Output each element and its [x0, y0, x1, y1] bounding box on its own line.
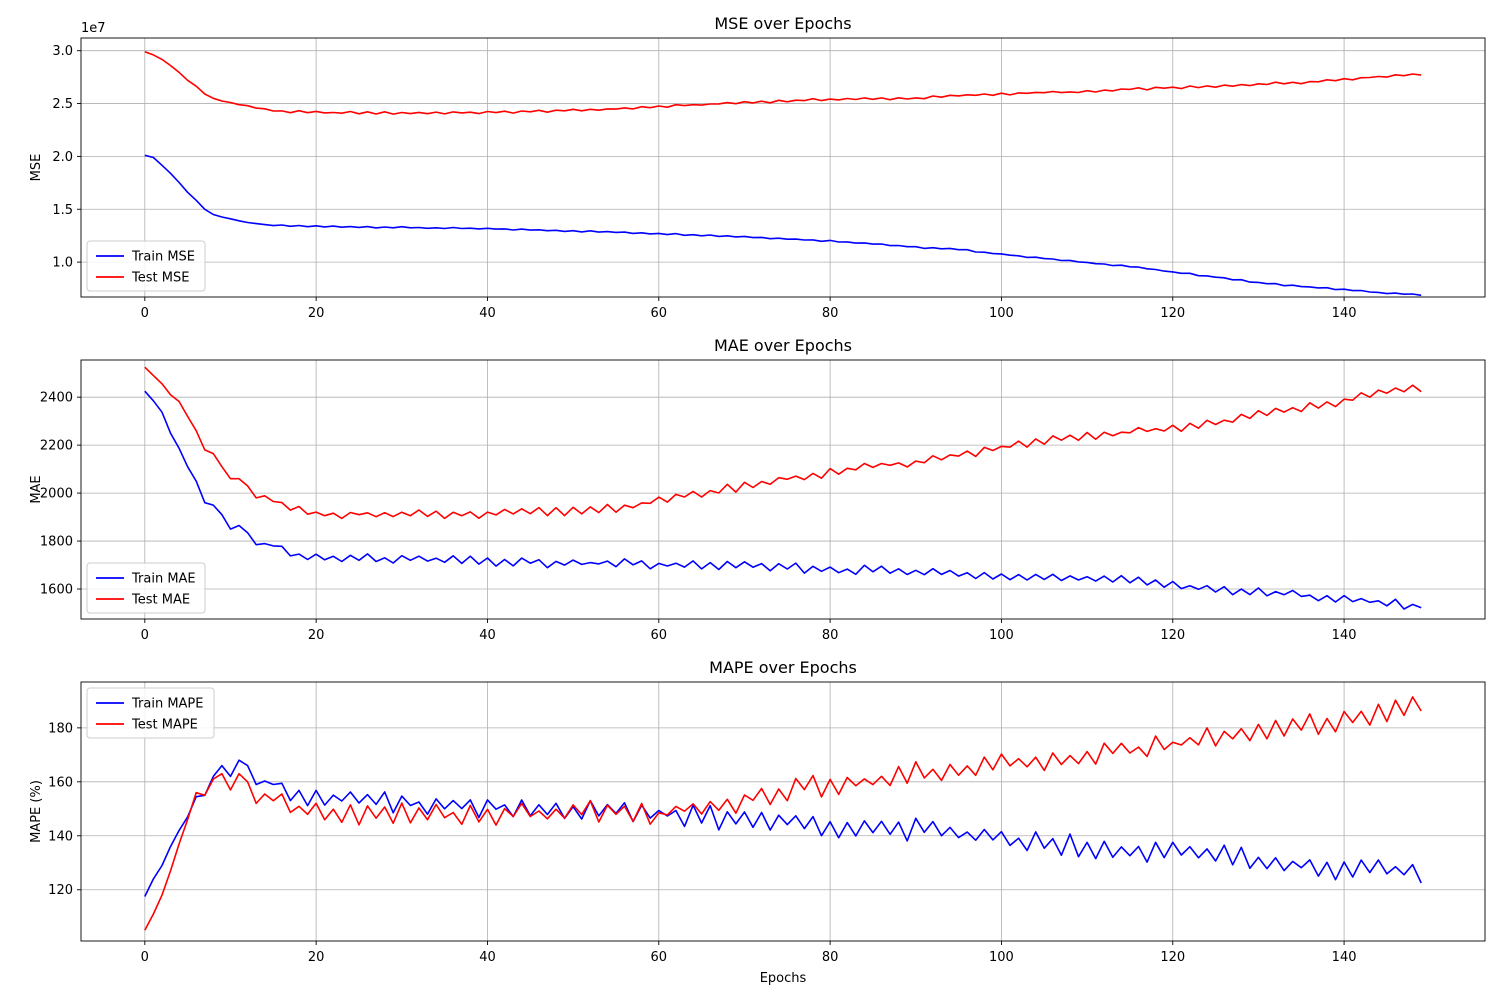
y-axis-label: MSE [29, 154, 44, 182]
x-tick-label: 80 [822, 628, 839, 643]
legend-box [86, 687, 215, 739]
x-tick-label: 140 [1332, 306, 1357, 321]
x-tick-label: 40 [479, 628, 496, 643]
y-tick-label: 2400 [40, 391, 73, 406]
y-tick-label: 2.0 [52, 150, 73, 165]
legend-label: Test MSE [131, 271, 189, 286]
y-tick-label: 3.0 [52, 44, 73, 59]
legend-box [86, 240, 206, 292]
legend-label: Train MSE [131, 250, 195, 265]
y-tick-label: 140 [48, 829, 73, 844]
y-tick-label: 1.0 [52, 256, 73, 271]
x-tick-label: 40 [479, 306, 496, 321]
chart-panel-2: 0 20 40 60 80 100 120 140 120 140 160 180 MAPE over … [29, 658, 1486, 986]
x-axis-label: Epochs [760, 971, 807, 986]
series-line-0 [144, 759, 1422, 897]
y-tick-label: 1.5 [52, 203, 73, 218]
y-tick-label: 2.5 [52, 97, 73, 112]
axes-frame [80, 681, 1486, 942]
x-tick-label: 80 [822, 950, 839, 965]
legend-label: Test MAPE [131, 718, 198, 733]
axis-offset-label: 1e7 [81, 21, 106, 36]
legend-label: Test MAE [131, 593, 190, 608]
legend-label: Train MAPE [131, 697, 204, 712]
x-tick-label: 40 [479, 950, 496, 965]
axes-frame [80, 37, 1486, 298]
y-tick-label: 1800 [40, 535, 73, 550]
series-line-0 [144, 390, 1422, 610]
chart-panel-0: 0 20 40 60 80 100 120 140 1.0 1.5 2.0 2.5 3.0 1e7 MSE … [29, 14, 1486, 321]
x-tick-label: 140 [1332, 950, 1357, 965]
y-tick-label: 120 [48, 883, 73, 898]
x-tick-label: 20 [308, 628, 325, 643]
x-tick-label: 80 [822, 306, 839, 321]
series-line-1 [144, 696, 1422, 931]
x-tick-label: 100 [989, 306, 1014, 321]
x-tick-label: 120 [1160, 306, 1185, 321]
x-tick-label: 60 [651, 950, 668, 965]
y-tick-label: 1600 [40, 583, 73, 598]
x-tick-label: 0 [141, 306, 149, 321]
y-tick-label: 180 [48, 721, 73, 736]
x-tick-label: 120 [1160, 950, 1185, 965]
x-tick-label: 0 [141, 628, 149, 643]
x-tick-label: 20 [308, 306, 325, 321]
axes-frame [80, 359, 1486, 620]
chart-title: MSE over Epochs [714, 14, 851, 33]
chart-panel-1: 0 20 40 60 80 100 120 140 1600 1800 2000 2200 2400 MA… [29, 336, 1486, 643]
chart-title: MAPE over Epochs [709, 658, 857, 677]
x-tick-label: 60 [651, 628, 668, 643]
x-tick-label: 0 [141, 950, 149, 965]
x-tick-label: 20 [308, 950, 325, 965]
legend-box [86, 562, 206, 614]
x-tick-label: 120 [1160, 628, 1185, 643]
series-line-0 [144, 154, 1422, 297]
x-tick-label: 100 [989, 950, 1014, 965]
y-tick-label: 2000 [40, 487, 73, 502]
series-line-1 [144, 366, 1422, 520]
chart-title: MAE over Epochs [714, 336, 852, 355]
y-axis-label: MAE [29, 475, 44, 503]
x-tick-label: 140 [1332, 628, 1357, 643]
y-axis-label: MAPE (%) [29, 780, 44, 843]
y-tick-label: 160 [48, 775, 73, 790]
x-tick-label: 100 [989, 628, 1014, 643]
legend-label: Train MAE [131, 572, 196, 587]
x-tick-label: 60 [651, 306, 668, 321]
series-line-1 [144, 50, 1422, 115]
y-tick-label: 2200 [40, 439, 73, 454]
